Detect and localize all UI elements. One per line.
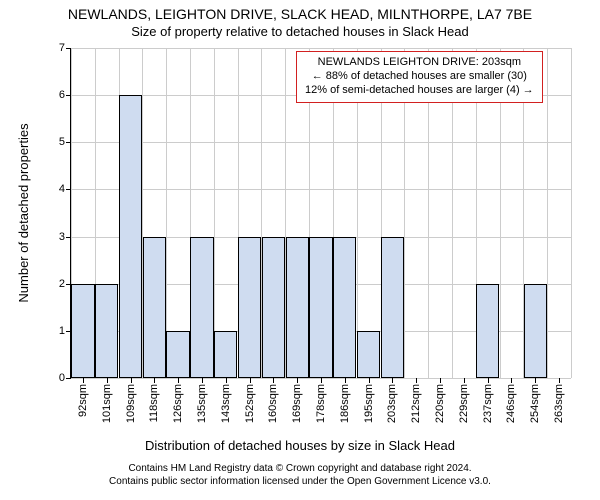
x-tick-label: 101sqm bbox=[101, 384, 113, 423]
bar bbox=[71, 284, 94, 378]
chart-title-line-2: Size of property relative to detached ho… bbox=[0, 24, 600, 39]
x-tick-mark bbox=[392, 378, 393, 383]
y-tick-label: 3 bbox=[59, 231, 65, 243]
x-tick-mark bbox=[416, 378, 417, 383]
bar bbox=[262, 237, 285, 378]
annotation-box: NEWLANDS LEIGHTON DRIVE: 203sqm ← 88% of… bbox=[296, 51, 543, 102]
y-tick-label: 6 bbox=[59, 89, 65, 101]
bar bbox=[381, 237, 404, 378]
bar bbox=[333, 237, 356, 378]
x-tick-label: 118sqm bbox=[148, 384, 160, 422]
annotation-line-2: ← 88% of detached houses are smaller (30… bbox=[305, 70, 534, 84]
footer-line-2: Contains public sector information licen… bbox=[0, 475, 600, 488]
x-tick-label: 109sqm bbox=[125, 384, 137, 423]
gridline-vertical bbox=[547, 48, 548, 378]
footer-line-1: Contains HM Land Registry data © Crown c… bbox=[0, 462, 600, 475]
x-tick-mark bbox=[154, 378, 155, 383]
y-tick-label: 5 bbox=[59, 136, 65, 148]
y-tick-label: 0 bbox=[59, 372, 65, 384]
x-tick-label: 160sqm bbox=[267, 384, 279, 423]
footer-attribution: Contains HM Land Registry data © Crown c… bbox=[0, 462, 600, 488]
x-tick-mark bbox=[464, 378, 465, 383]
x-tick-label: 212sqm bbox=[410, 384, 422, 423]
x-axis-label: Distribution of detached houses by size … bbox=[0, 438, 600, 453]
x-tick-mark bbox=[83, 378, 84, 383]
y-tick-label: 2 bbox=[59, 278, 65, 290]
bar bbox=[190, 237, 213, 378]
bar bbox=[166, 331, 189, 378]
x-tick-label: 152sqm bbox=[244, 384, 256, 423]
x-tick-mark bbox=[250, 378, 251, 383]
plot-area: 0123456792sqm101sqm109sqm118sqm126sqm135… bbox=[70, 48, 571, 379]
x-tick-label: 195sqm bbox=[363, 384, 375, 423]
x-tick-mark bbox=[321, 378, 322, 383]
gridline-horizontal bbox=[71, 189, 571, 190]
gridline-horizontal bbox=[71, 142, 571, 143]
x-tick-label: 186sqm bbox=[339, 384, 351, 423]
x-tick-label: 229sqm bbox=[458, 384, 470, 423]
bar bbox=[119, 95, 142, 378]
gridline-vertical bbox=[214, 48, 215, 378]
x-tick-mark bbox=[345, 378, 346, 383]
bar bbox=[309, 237, 332, 378]
bar bbox=[476, 284, 499, 378]
x-tick-label: 220sqm bbox=[434, 384, 446, 423]
bar bbox=[286, 237, 309, 378]
x-tick-mark bbox=[226, 378, 227, 383]
y-tick-label: 7 bbox=[59, 42, 65, 54]
x-tick-mark bbox=[107, 378, 108, 383]
bar bbox=[214, 331, 237, 378]
x-tick-label: 263sqm bbox=[553, 384, 565, 423]
gridline-horizontal bbox=[71, 48, 571, 49]
gridline-vertical bbox=[571, 48, 572, 378]
x-tick-mark bbox=[559, 378, 560, 383]
x-tick-mark bbox=[511, 378, 512, 383]
bar bbox=[524, 284, 547, 378]
x-tick-label: 178sqm bbox=[315, 384, 327, 423]
x-tick-label: 135sqm bbox=[196, 384, 208, 423]
bar bbox=[238, 237, 261, 378]
x-tick-label: 126sqm bbox=[172, 384, 184, 423]
x-tick-mark bbox=[297, 378, 298, 383]
x-tick-label: 203sqm bbox=[386, 384, 398, 423]
x-tick-label: 169sqm bbox=[291, 384, 303, 423]
x-tick-mark bbox=[488, 378, 489, 383]
x-tick-label: 237sqm bbox=[482, 384, 494, 423]
x-tick-mark bbox=[202, 378, 203, 383]
x-tick-mark bbox=[369, 378, 370, 383]
x-tick-mark bbox=[178, 378, 179, 383]
x-tick-mark bbox=[131, 378, 132, 383]
x-tick-mark bbox=[535, 378, 536, 383]
x-tick-mark bbox=[273, 378, 274, 383]
x-tick-label: 143sqm bbox=[220, 384, 232, 423]
y-axis-label: Number of detached properties bbox=[16, 34, 31, 213]
bar bbox=[357, 331, 380, 378]
annotation-line-1: NEWLANDS LEIGHTON DRIVE: 203sqm bbox=[305, 56, 534, 70]
y-tick-label: 1 bbox=[59, 325, 65, 337]
bar bbox=[143, 237, 166, 378]
annotation-line-3: 12% of semi-detached houses are larger (… bbox=[305, 84, 534, 98]
x-tick-label: 246sqm bbox=[505, 384, 517, 423]
chart-title-line-1: NEWLANDS, LEIGHTON DRIVE, SLACK HEAD, MI… bbox=[0, 6, 600, 22]
x-tick-label: 254sqm bbox=[529, 384, 541, 423]
x-tick-label: 92sqm bbox=[77, 384, 89, 417]
gridline-vertical bbox=[166, 48, 167, 378]
y-tick-label: 4 bbox=[59, 183, 65, 195]
chart-container: NEWLANDS, LEIGHTON DRIVE, SLACK HEAD, MI… bbox=[0, 0, 600, 500]
y-tick-mark bbox=[66, 378, 71, 379]
x-tick-mark bbox=[440, 378, 441, 383]
bar bbox=[95, 284, 118, 378]
